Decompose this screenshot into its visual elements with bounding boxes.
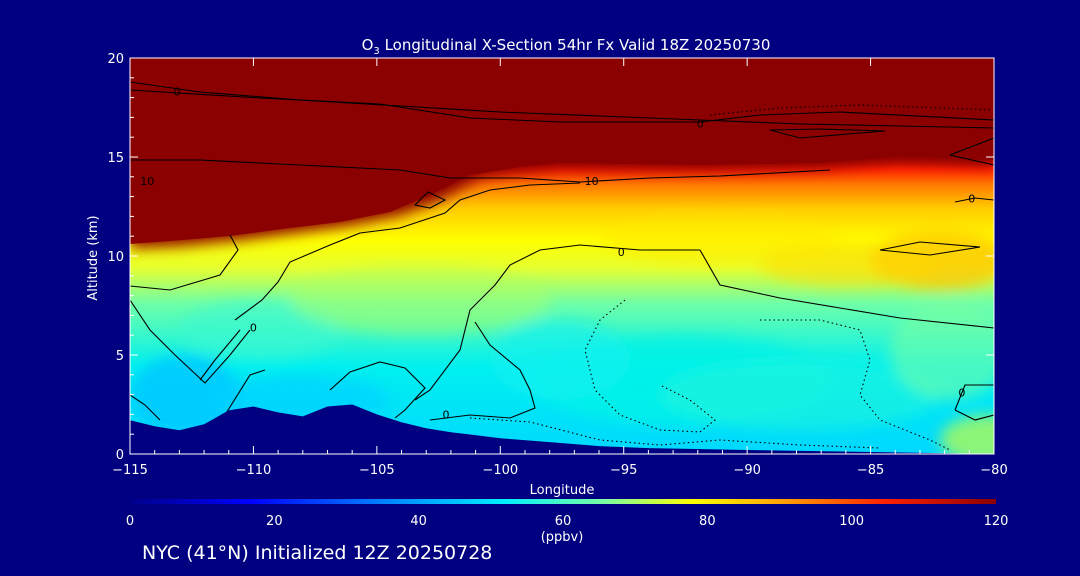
colorbar-tick-label: 120 (984, 514, 1009, 529)
chart-title: O3 Longitudinal X-Section 54hr Fx Valid … (362, 36, 771, 57)
stratospheric-ozone-core (130, 58, 994, 244)
colorbar-tick-label: 100 (839, 514, 864, 529)
y-axis-label: Altitude (km) (86, 215, 101, 300)
x-tick-label: −95 (610, 463, 637, 478)
y-tick-label: 20 (107, 52, 124, 67)
contour-label: 10 (140, 175, 154, 188)
colorbar-tick-label: 80 (699, 514, 716, 529)
y-tick-label: 5 (116, 349, 124, 364)
x-tick-label: −90 (733, 463, 760, 478)
dotted-contours (469, 104, 994, 451)
contour-label: 0 (250, 321, 257, 334)
contour-label: 10 (585, 175, 599, 188)
colorbar-tick-label: 20 (266, 514, 283, 529)
contour-labels: 0 0 10 10 0 0 0 0 0 (140, 86, 975, 422)
contour-label: 0 (968, 193, 975, 206)
contour-label: 0 (697, 117, 704, 130)
footer-init-info: NYC (41°N) Initialized 12Z 20250728 (142, 542, 493, 564)
colorbar-tick-label: 40 (410, 514, 427, 529)
plot-area: 0 0 10 10 0 0 0 0 0 (130, 58, 994, 454)
contour-label: 0 (173, 86, 180, 99)
colorbar-tick-label: 60 (555, 514, 572, 529)
x-tick-label: −80 (980, 463, 1007, 478)
x-tick-label: −110 (236, 463, 272, 478)
colorbar-ticks: 0 20 40 60 80 100 120 (126, 514, 1009, 529)
contour-label: 0 (958, 387, 965, 400)
y-tick-label: 10 (107, 250, 124, 265)
colorbar-unit: (ppbv) (541, 530, 584, 545)
x-tick-label: −100 (482, 463, 518, 478)
y-tick-label: 0 (116, 448, 124, 463)
contour-label: 0 (442, 408, 449, 421)
y-tick-label: 15 (107, 151, 124, 166)
colorbar (130, 499, 996, 504)
colorbar-tick-label: 0 (126, 514, 134, 529)
x-tick-label: −85 (857, 463, 884, 478)
x-axis-label: Longitude (530, 483, 595, 498)
x-tick-label: −105 (359, 463, 395, 478)
contour-label: 0 (618, 246, 625, 259)
contour-lines (130, 81, 994, 421)
terrain-mask (130, 404, 994, 454)
x-tick-label: −115 (112, 463, 148, 478)
x-axis: −115 −110 −105 −100 −95 −90 −85 −80 (112, 58, 1008, 478)
y-axis: 0 5 10 15 20 (107, 52, 994, 463)
